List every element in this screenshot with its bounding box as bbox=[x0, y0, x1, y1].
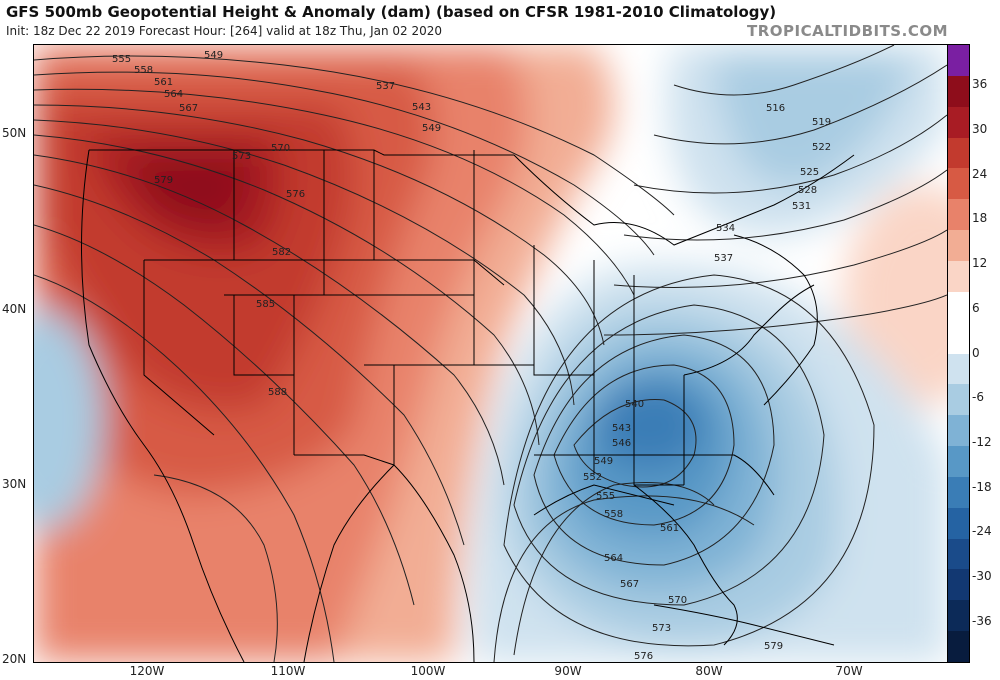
contour-label: 570 bbox=[271, 143, 290, 154]
contour-label: 537 bbox=[376, 81, 395, 92]
colorbar-label: -12 bbox=[972, 434, 992, 449]
colorbar-segment bbox=[948, 199, 969, 231]
colorbar-segment bbox=[948, 538, 969, 570]
anomaly-shading bbox=[34, 45, 947, 662]
lon-label: 100W bbox=[410, 664, 446, 678]
contour-label: 534 bbox=[716, 223, 735, 234]
contour-label: 546 bbox=[612, 438, 631, 449]
colorbar-label: 0 bbox=[972, 345, 980, 360]
contour-label: 552 bbox=[583, 472, 602, 483]
contour-label: 573 bbox=[652, 623, 671, 634]
contour-label: 537 bbox=[714, 253, 733, 264]
contour-label: 561 bbox=[154, 77, 173, 88]
colorbar-label: 36 bbox=[972, 77, 988, 92]
contour-label: 549 bbox=[422, 123, 441, 134]
contour-label: 540 bbox=[625, 399, 644, 410]
contour-labels: 555 549 558 561 564 567 570 573 576 579 … bbox=[112, 50, 831, 662]
contour-label: 573 bbox=[232, 151, 251, 162]
colorbar bbox=[947, 44, 970, 663]
contour-label: 549 bbox=[204, 50, 223, 61]
watermark: TROPICALTIDBITS.COM bbox=[747, 22, 948, 40]
lon-label: 70W bbox=[835, 664, 863, 678]
contour-label: 564 bbox=[604, 553, 623, 564]
colorbar-label: -6 bbox=[972, 390, 984, 405]
colorbar-segment bbox=[948, 137, 969, 169]
colorbar-segment bbox=[948, 230, 969, 262]
colorbar-segment bbox=[948, 75, 969, 108]
lon-label: 90W bbox=[554, 664, 582, 678]
contour-label: 588 bbox=[268, 387, 287, 398]
map-subtitle: Init: 18z Dec 22 2019 Forecast Hour: [26… bbox=[6, 24, 443, 38]
lat-label: 20N bbox=[2, 652, 27, 666]
colorbar-segment bbox=[948, 291, 969, 324]
contour-label: 549 bbox=[594, 456, 613, 467]
contour-label: 558 bbox=[134, 65, 153, 76]
contour-label: 585 bbox=[256, 299, 275, 310]
colorbar-segment bbox=[948, 168, 969, 200]
contour-label: 564 bbox=[164, 89, 183, 100]
colorbar-label: -36 bbox=[972, 613, 992, 628]
colorbar-segment bbox=[948, 476, 969, 509]
lon-label: 110W bbox=[270, 664, 306, 678]
contour-label: 567 bbox=[179, 103, 198, 114]
lon-label: 120W bbox=[129, 664, 165, 678]
contour-label: 543 bbox=[412, 102, 431, 113]
contour-label: 516 bbox=[766, 103, 785, 114]
map-title: GFS 500mb Geopotential Height & Anomaly … bbox=[6, 3, 777, 21]
contour-label: 576 bbox=[634, 651, 653, 662]
colorbar-label: -18 bbox=[972, 479, 992, 494]
contour-label: 519 bbox=[812, 117, 831, 128]
map-panel: 555 549 558 561 564 567 570 573 576 579 … bbox=[33, 44, 948, 663]
colorbar-segment bbox=[948, 507, 969, 540]
colorbar-label: -24 bbox=[972, 524, 992, 539]
contour-label: 525 bbox=[800, 167, 819, 178]
colorbar-segment bbox=[948, 45, 969, 77]
lat-label: 40N bbox=[2, 302, 27, 316]
colorbar-segment bbox=[948, 446, 969, 478]
contour-label: 561 bbox=[660, 523, 679, 534]
colorbar-label: 24 bbox=[972, 166, 988, 181]
contour-label: 582 bbox=[272, 247, 291, 258]
colorbar-segment bbox=[948, 600, 969, 632]
colorbar-label: 30 bbox=[972, 121, 988, 136]
contour-label: 579 bbox=[764, 641, 783, 652]
colorbar-segment bbox=[948, 322, 969, 354]
lat-label: 30N bbox=[2, 477, 27, 491]
lat-label: 50N bbox=[2, 126, 27, 140]
contour-label: 528 bbox=[798, 185, 817, 196]
contour-label: 567 bbox=[620, 579, 639, 590]
contour-label: 579 bbox=[154, 175, 173, 186]
colorbar-label: 6 bbox=[972, 300, 980, 315]
colorbar-segment bbox=[948, 415, 969, 447]
contour-label: 576 bbox=[286, 189, 305, 200]
contour-label: 555 bbox=[596, 491, 615, 502]
colorbar-label: 12 bbox=[972, 256, 988, 271]
colorbar-segment bbox=[948, 353, 969, 385]
colorbar-label: -30 bbox=[972, 569, 992, 584]
contour-label: 558 bbox=[604, 509, 623, 520]
height-contours bbox=[34, 45, 947, 662]
contour-label: 531 bbox=[792, 201, 811, 212]
contour-label: 570 bbox=[668, 595, 687, 606]
lon-label: 80W bbox=[695, 664, 723, 678]
colorbar-segment bbox=[948, 260, 969, 293]
colorbar-segment bbox=[948, 106, 969, 139]
colorbar-segment bbox=[948, 569, 969, 601]
colorbar-segment bbox=[948, 631, 969, 663]
contour-label: 543 bbox=[612, 423, 631, 434]
colorbar-segment bbox=[948, 384, 969, 416]
contour-label: 555 bbox=[112, 54, 131, 65]
contour-label: 522 bbox=[812, 142, 831, 153]
colorbar-label: 18 bbox=[972, 211, 988, 226]
political-boundaries bbox=[81, 149, 855, 662]
